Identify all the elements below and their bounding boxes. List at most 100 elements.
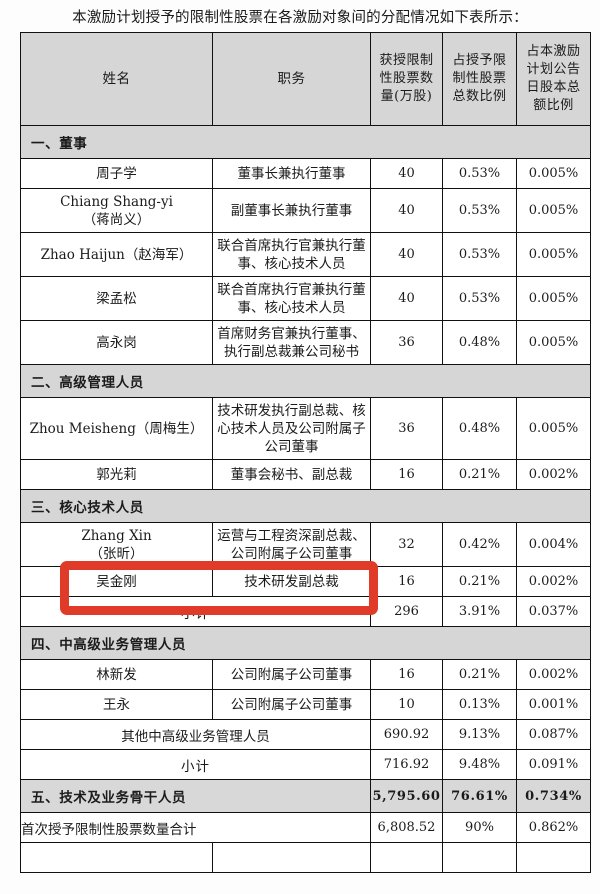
column-header-grant-percent: 占授予限 制性股票 总数比例 <box>442 32 517 126</box>
cell-grant-percent: 0.48% <box>442 397 517 460</box>
cell-grant-percent: 0.21% <box>442 459 517 490</box>
totals-row-quantity: 5,795.60 <box>370 779 443 813</box>
subtotal-quantity: 716.92 <box>370 749 443 780</box>
cell-name: 梁孟松 <box>20 276 213 321</box>
cell-name <box>20 842 213 873</box>
other-personnel-row: 其他中高级业务管理人员 690.92 9.13% 0.087% <box>20 719 591 750</box>
section-heading-mid-senior-business: 四、中高级业务管理人员 <box>20 626 591 660</box>
grant-distribution-table: 姓名 职务 获授限制 性股票数 量(万股) 占授予限 制性股票 总数比例 占本激… <box>20 32 591 873</box>
cell-capital-percent: 0.005% <box>516 397 591 460</box>
cell-name: Chiang Shang-yi （蒋尚义） <box>20 188 213 233</box>
cell-capital-percent: 0.004% <box>516 522 591 567</box>
cell-grant-percent: 0.21% <box>442 659 517 690</box>
cell-capital-percent: 0.005% <box>516 320 591 365</box>
section-header-row-senior-management: 二、高级管理人员 <box>20 364 591 398</box>
column-header-title: 职务 <box>212 32 371 126</box>
column-header-quantity-line3: 量(万股) <box>380 89 433 104</box>
cell-title-line3: 公司董事 <box>264 438 319 455</box>
cell-grant-percent: 0.42% <box>442 522 517 567</box>
cell-name-line1: Zhang Xin <box>81 527 152 544</box>
cell-quantity: 16 <box>370 459 443 490</box>
cell-quantity: 16 <box>370 566 443 597</box>
cell-title-line2: 公司附属子公司董事 <box>230 545 353 562</box>
subtotal-row: 小计 716.92 9.48% 0.091% <box>20 749 591 780</box>
totals-row-label: 五、技术及业务骨干人员 <box>20 779 371 813</box>
cell-grant-percent: 0.53% <box>442 232 517 277</box>
grand-total-capital-percent: 0.862% <box>516 812 591 843</box>
cell-title-line2: 执行副总裁兼公司秘书 <box>224 343 359 360</box>
subtotal-grant-percent: 9.48% <box>442 749 517 780</box>
section-header-row-directors: 一、董事 <box>20 125 591 159</box>
table-row: 周子学 董事长兼执行董事 40 0.53% 0.005% <box>20 158 591 189</box>
cell-name-line1: Chiang Shang-yi <box>60 193 173 210</box>
cell-quantity: 40 <box>370 158 443 189</box>
table-row-cutoff <box>20 842 591 873</box>
cell-quantity: 40 <box>370 188 443 233</box>
subtotal-quantity: 296 <box>370 596 443 627</box>
cell-grant-percent: 0.13% <box>442 689 517 720</box>
cell-title: 联合首席执行官兼执行董 事、核心技术人员 <box>212 276 371 321</box>
table-row: Zhao Haijun（赵海军） 联合首席执行官兼执行董 事、核心技术人员 40… <box>20 232 591 277</box>
cell-title: 董事会秘书、副总裁 <box>212 459 371 490</box>
cell-name: 王永 <box>20 689 213 720</box>
cell-title-line2: 心技术人员及公司附属子 <box>217 420 366 437</box>
subtotal-label: 小计 <box>20 749 371 780</box>
cell-quantity: 16 <box>370 659 443 690</box>
table-row: 高永岗 首席财务官兼执行董事、 执行副总裁兼公司秘书 36 0.48% 0.00… <box>20 320 591 365</box>
column-header-quantity: 获授限制 性股票数 量(万股) <box>370 32 443 126</box>
section-row-technical-business-backbone: 五、技术及业务骨干人员 5,795.60 76.61% 0.734% <box>20 779 591 813</box>
grant-distribution-table-wrap: 姓名 职务 获授限制 性股票数 量(万股) 占授予限 制性股票 总数比例 占本激… <box>20 32 591 873</box>
cell-capital-percent: 0.002% <box>516 659 591 690</box>
table-row: Zhou Meisheng（周梅生） 技术研发执行副总裁、核 心技术人员及公司附… <box>20 397 591 460</box>
cell-capital-percent: 0.001% <box>516 689 591 720</box>
column-header-capital-percent-line3: 日股本总 <box>526 80 581 95</box>
table-row: Chiang Shang-yi （蒋尚义） 副董事长兼执行董事 40 0.53%… <box>20 188 591 233</box>
column-header-quantity-line1: 获授限制 <box>379 53 434 68</box>
cell-title: 首席财务官兼执行董事、 执行副总裁兼公司秘书 <box>212 320 371 365</box>
cell-quantity: 40 <box>370 276 443 321</box>
cell-name: 吴金刚 <box>20 566 213 597</box>
cell-name: Zhang Xin （张昕） <box>20 522 213 567</box>
section-heading-core-technical: 三、核心技术人员 <box>20 489 591 523</box>
cell-capital-percent: 0.002% <box>516 566 591 597</box>
column-header-grant-percent-line3: 总数比例 <box>452 89 507 104</box>
cell-name-line2: （蒋尚义） <box>82 211 151 228</box>
cell-name: Zhou Meisheng（周梅生） <box>20 397 213 460</box>
cell-quantity: 32 <box>370 522 443 567</box>
table-row-highlighted: 吴金刚 技术研发副总裁 16 0.21% 0.002% <box>20 566 591 597</box>
subtotal-grant-percent: 3.91% <box>442 596 517 627</box>
cell-title-line1: 联合首席执行官兼执行董 <box>217 281 366 298</box>
cell-quantity: 40 <box>370 232 443 277</box>
column-header-capital-percent: 占本激励 计划公告 日股本总 额比例 <box>516 32 591 126</box>
cell-title-line1: 联合首席执行官兼执行董 <box>217 237 366 254</box>
grand-total-row: 首次授予限制性股票数量合计 6,808.52 90% 0.862% <box>20 812 591 843</box>
cell-title: 董事长兼执行董事 <box>212 158 371 189</box>
cell-grant-percent: 0.53% <box>442 158 517 189</box>
table-header-row: 姓名 职务 获授限制 性股票数 量(万股) 占授予限 制性股票 总数比例 占本激… <box>20 32 591 126</box>
other-personnel-capital-percent: 0.087% <box>516 719 591 750</box>
cell-title: 技术研发副总裁 <box>212 566 371 597</box>
cell-title-line2: 事、核心技术人员 <box>237 255 346 272</box>
cell-quantity: 10 <box>370 689 443 720</box>
cell-grant-percent: 0.48% <box>442 320 517 365</box>
grand-total-grant-percent: 90% <box>442 812 517 843</box>
table-row: 林新发 公司附属子公司董事 16 0.21% 0.002% <box>20 659 591 690</box>
subtotal-label: 小计 <box>20 596 371 627</box>
cell-title: 运营与工程资深副总裁、 公司附属子公司董事 <box>212 522 371 567</box>
cell-grant-percent <box>442 842 517 873</box>
cell-title: 公司附属子公司董事 <box>212 689 371 720</box>
table-row: 郭光莉 董事会秘书、副总裁 16 0.21% 0.002% <box>20 459 591 490</box>
cell-name: 高永岗 <box>20 320 213 365</box>
other-personnel-grant-percent: 9.13% <box>442 719 517 750</box>
column-header-quantity-line2: 性股票数 <box>379 71 434 86</box>
cell-name-line2: （张昕） <box>89 545 144 562</box>
section-header-row-core-technical: 三、核心技术人员 <box>20 489 591 523</box>
column-header-capital-percent-line2: 计划公告 <box>526 62 581 77</box>
column-header-capital-percent-line4: 额比例 <box>533 98 574 113</box>
cell-quantity: 36 <box>370 320 443 365</box>
section-header-row-mid-senior-business: 四、中高级业务管理人员 <box>20 626 591 660</box>
table-row: Zhang Xin （张昕） 运营与工程资深副总裁、 公司附属子公司董事 32 … <box>20 522 591 567</box>
cell-title-line1: 技术研发执行副总裁、核 <box>217 402 366 419</box>
cell-name: 周子学 <box>20 158 213 189</box>
